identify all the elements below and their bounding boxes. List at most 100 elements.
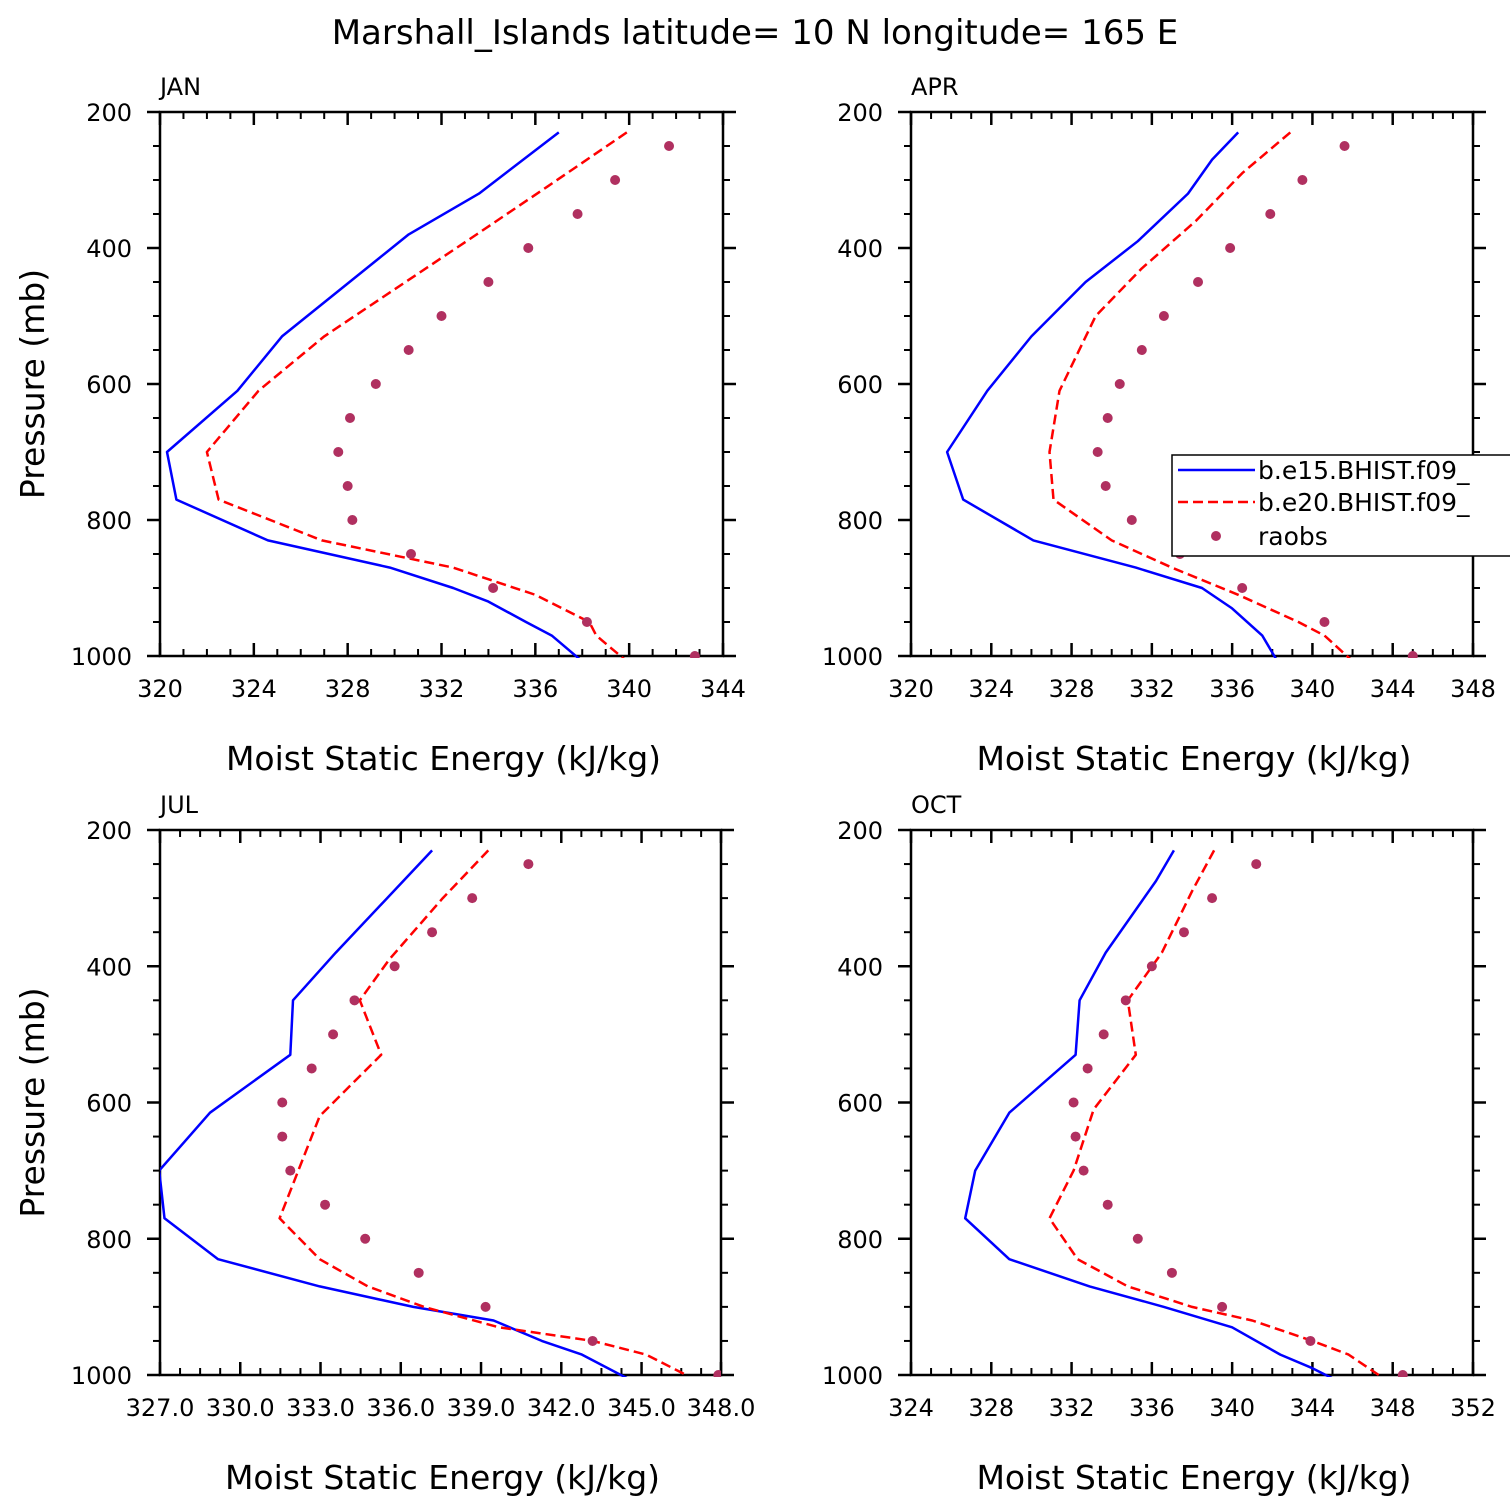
jan-raobs-point	[347, 515, 358, 525]
jul-plot-frame	[158, 828, 723, 1377]
apr-panel-label: APR	[911, 73, 959, 101]
jan-xtick-label: 320	[137, 675, 183, 703]
jan-ytick-label: 600	[86, 371, 132, 399]
apr-e15-line	[945, 131, 1277, 658]
apr-raobs-point	[1092, 447, 1103, 457]
jul-raobs-point	[467, 893, 478, 904]
jan-raobs-point	[436, 311, 447, 321]
apr-raobs-point	[1225, 243, 1236, 253]
jul-raobs-point	[713, 1370, 721, 1377]
panel-oct: OCT 324 328 332 336 340 344 348 352 200 400 600 800 1…	[822, 791, 1496, 1497]
jan-raobs-point	[483, 277, 494, 287]
jul-panel-label: JUL	[158, 791, 199, 819]
apr-xtick-label: 340	[1290, 675, 1336, 703]
apr-raobs-point	[1136, 345, 1147, 355]
oct-data	[963, 849, 1408, 1377]
oct-raobs-point	[1207, 893, 1218, 904]
jan-panel-label: JAN	[158, 73, 201, 101]
oct-xtick-label: 328	[968, 1394, 1014, 1422]
oct-plot-frame	[909, 828, 1475, 1377]
oct-xtick-label: 324	[888, 1394, 934, 1422]
jan-xtick-label: 340	[606, 675, 652, 703]
oct-xtick-label: 344	[1290, 1394, 1336, 1422]
oct-raobs-point	[1132, 1233, 1143, 1244]
apr-raobs-point	[1265, 209, 1276, 219]
oct-ytick-label: 600	[837, 1090, 883, 1118]
legend-label-raobs: raobs	[1258, 522, 1328, 551]
jan-raobs-point	[342, 481, 353, 491]
legend-label-e20: b.e20.BHIST.f09_	[1258, 488, 1470, 517]
oct-raobs-point	[1102, 1199, 1113, 1210]
jul-xtick-label: 348.0	[687, 1394, 756, 1422]
apr-raobs-point	[1100, 481, 1111, 491]
jan-raobs-point	[345, 413, 356, 423]
apr-raobs-point	[1193, 277, 1204, 287]
oct-raobs-point	[1166, 1267, 1177, 1278]
apr-ytick-label: 200	[837, 99, 883, 127]
panel-jul: JUL 327.0 330.0 333.0 336.0 339.0 342.0 345.0 34…	[13, 791, 755, 1497]
apr-raobs-point	[1297, 175, 1308, 185]
apr-ytick-label: 1000	[822, 643, 883, 671]
jul-raobs-point	[349, 995, 360, 1006]
oct-ytick-label: 1000	[822, 1362, 883, 1390]
jan-xtick-label: 324	[231, 675, 277, 703]
jan-raobs-point	[664, 141, 675, 151]
jul-ytick-label: 400	[86, 953, 132, 981]
oct-raobs-point	[1251, 859, 1262, 870]
legend-swatch-raobs	[1211, 531, 1221, 541]
apr-ytick-label: 600	[837, 371, 883, 399]
jan-raobs-point	[403, 345, 414, 355]
jul-raobs-point	[320, 1199, 331, 1210]
oct-ytick-label: 800	[837, 1226, 883, 1254]
oct-raobs-point	[1397, 1370, 1408, 1377]
jul-xtick-label: 327.0	[126, 1394, 195, 1422]
jul-ytick-label: 1000	[71, 1362, 132, 1390]
jan-raobs-point	[572, 209, 583, 219]
jan-raobs-point	[610, 175, 621, 185]
apr-xtick-label: 344	[1370, 675, 1416, 703]
oct-raobs-point	[1082, 1063, 1093, 1074]
oct-e20-line	[1048, 849, 1380, 1377]
jul-e20-line	[278, 849, 687, 1377]
legend: b.e15.BHIST.f09_ b.e20.BHIST.f09_ raobs	[1171, 454, 1510, 557]
oct-xtick-label: 336	[1129, 1394, 1175, 1422]
apr-raobs-point	[1102, 413, 1113, 423]
jan-e15-line	[165, 131, 581, 658]
oct-xtick-label: 348	[1370, 1394, 1416, 1422]
jul-xtick-label: 336.0	[366, 1394, 435, 1422]
oct-raobs-point	[1078, 1165, 1089, 1176]
jul-raobs-point	[587, 1335, 598, 1346]
jul-raobs-point	[413, 1267, 424, 1278]
jul-xtick-label: 330.0	[206, 1394, 275, 1422]
jan-xtick-label: 344	[700, 675, 746, 703]
jan-xtick-label: 332	[419, 675, 465, 703]
apr-raobs-point	[1339, 141, 1350, 151]
jan-ytick-label: 800	[86, 507, 132, 535]
jan-e20-line	[205, 131, 628, 658]
oct-raobs-point	[1098, 1029, 1109, 1040]
oct-xtick-label: 332	[1049, 1394, 1095, 1422]
jul-raobs-point	[480, 1301, 491, 1312]
jan-raobs-point	[406, 549, 417, 559]
panel-jan: JAN 320 324 328 332 336 340 344 200 400 600 800 1000…	[13, 73, 746, 778]
apr-data	[945, 131, 1418, 658]
oct-raobs-point	[1305, 1335, 1316, 1346]
figure-title: Marshall_Islands latitude= 10 N longitud…	[332, 13, 1179, 53]
apr-xtick-label: 328	[1049, 675, 1095, 703]
jan-ytick-label: 200	[86, 99, 132, 127]
apr-x-axis-label: Moist Static Energy (kJ/kg)	[976, 739, 1411, 778]
panel-apr: APR 320 324 328 332 336 340 344 348 200 400 600 800 1…	[822, 73, 1496, 778]
jan-raobs-point	[689, 651, 700, 658]
jul-xtick-label: 345.0	[607, 1394, 676, 1422]
jul-data	[160, 849, 721, 1377]
jan-raobs-point	[488, 583, 499, 593]
apr-plot-frame	[909, 110, 1475, 658]
jan-raobs-point	[581, 617, 592, 627]
apr-ytick-label: 800	[837, 507, 883, 535]
jan-data	[165, 131, 700, 658]
jul-raobs-point	[427, 927, 438, 938]
jul-ytick-label: 600	[86, 1090, 132, 1118]
apr-raobs-point	[1319, 617, 1330, 627]
jul-xtick-label: 333.0	[286, 1394, 355, 1422]
